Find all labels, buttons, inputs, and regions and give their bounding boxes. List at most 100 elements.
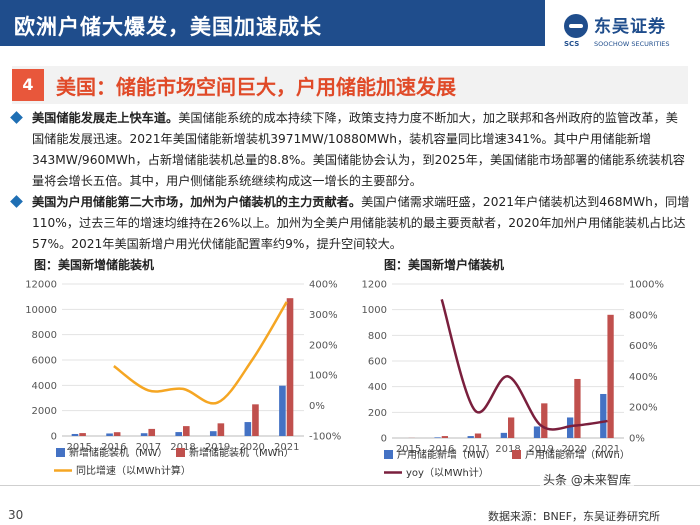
diamond-bullet-icon — [10, 195, 23, 208]
y2-tick-label: 400% — [309, 280, 338, 291]
y2-tick-label: 600% — [629, 341, 658, 352]
x-tick-label: 2018 — [495, 444, 520, 455]
chart-title: 图：美国新增户储装机 — [384, 258, 505, 272]
bar — [140, 433, 148, 436]
bar — [175, 432, 182, 436]
bar — [441, 436, 449, 438]
bar — [252, 404, 259, 436]
x-tick-label: 2020 — [562, 444, 587, 455]
page-title: 欧洲户储大爆发，美国加速成长 — [14, 15, 322, 39]
footer-divider — [0, 485, 700, 486]
paragraph-body: 美国户储需求端旺盛，2021年户储装机达到468MWh，同增110%，过去三年的… — [32, 195, 690, 251]
page-number: 30 — [8, 508, 24, 522]
bar — [183, 426, 190, 436]
legend-swatch — [512, 450, 521, 459]
y2-tick-label: 100% — [309, 371, 338, 382]
paragraph-lead: 美国为户用储能第二大市场，加州为户储装机的主力贡献者。 — [32, 195, 362, 209]
bar — [434, 437, 441, 438]
y2-tick-label: 200% — [629, 403, 658, 414]
header-bar: 欧洲户储大爆发，美国加速成长 东吴证券 SCS SOOCHOW SECURITI… — [0, 0, 700, 58]
logo-text: 东吴证券 — [594, 17, 666, 37]
paragraph-body: 美国储能系统的成本持续下降，政策支持力度不断加大，加之联邦和各州政府的监管改革，… — [32, 111, 685, 188]
x-tick-label: 2015 — [396, 444, 421, 455]
legend-swatch — [56, 448, 65, 457]
y-tick-label: 4000 — [32, 381, 57, 392]
series-line — [113, 301, 288, 405]
bar — [71, 433, 79, 436]
section-header: 4 美国：储能市场空间巨大，户用储能加速发展 — [12, 66, 688, 104]
bar — [566, 417, 574, 438]
paragraph-lead: 美国储能发展走上快车道。 — [32, 111, 179, 125]
y2-tick-label: 800% — [629, 310, 658, 321]
y-tick-label: 2000 — [32, 406, 57, 417]
y-tick-label: 1000 — [362, 305, 387, 316]
x-tick-label: 2016 — [101, 442, 126, 453]
bar — [467, 436, 474, 438]
diamond-bullet-icon — [10, 111, 23, 124]
x-tick-label: 2019 — [205, 442, 230, 453]
x-tick-label: 2021 — [274, 442, 299, 453]
x-tick-label: 2017 — [462, 444, 487, 455]
bar — [244, 422, 252, 436]
y-tick-label: 10000 — [25, 305, 57, 316]
bar — [79, 433, 86, 436]
section-number: 4 — [12, 69, 44, 101]
data-source: 数据来源：BNEF，东吴证券研究所 — [488, 510, 661, 523]
y2-tick-label: 200% — [309, 340, 338, 351]
y-tick-label: 6000 — [32, 356, 57, 367]
y2-tick-label: 0% — [629, 434, 645, 445]
bar — [574, 378, 581, 438]
legend-label: 户用储能新增（MW） — [397, 448, 496, 461]
logo-en: SOOCHOW SECURITIES — [594, 40, 670, 48]
y-tick-label: 0 — [51, 432, 57, 443]
bar — [607, 314, 614, 438]
x-tick-label: 2020 — [239, 442, 264, 453]
company-logo: 东吴证券 SCS SOOCHOW SECURITIES — [562, 10, 692, 50]
y-tick-label: 1200 — [362, 280, 387, 291]
y-tick-label: 200 — [368, 408, 387, 419]
bar — [500, 432, 507, 438]
x-tick-label: 2018 — [170, 442, 195, 453]
bar — [286, 298, 294, 436]
bar — [217, 423, 225, 436]
section-title: 美国：储能市场空间巨大，户用储能加速发展 — [56, 75, 456, 99]
y-tick-label: 600 — [368, 357, 387, 368]
bar — [533, 426, 541, 438]
legend-label: 户用储能新增（MWh） — [525, 448, 630, 461]
watermark: 头条 @未来智库 — [540, 471, 634, 488]
y-tick-label: 8000 — [32, 330, 57, 341]
bar — [600, 393, 607, 438]
chart-us-residential-storage: 0 200 400 600 800 1000 1200 0% 200% 400% 600% 800% 1… — [362, 280, 664, 480]
y2-tick-label: -100% — [309, 432, 341, 443]
y-tick-label: 12000 — [25, 280, 57, 291]
y2-tick-label: 400% — [629, 372, 658, 383]
chart-us-new-storage: 0 2000 4000 6000 8000 10000 12000 -100% 0% 100% 20… — [25, 280, 341, 478]
bar — [209, 431, 217, 436]
bar — [148, 428, 156, 436]
bar — [474, 433, 482, 438]
y2-tick-label: 300% — [309, 310, 338, 321]
x-tick-label: 2015 — [67, 442, 92, 453]
logo-icon — [564, 14, 588, 38]
chart-title: 图：美国新增储能装机 — [34, 258, 155, 272]
x-tick-label: 2019 — [528, 444, 553, 455]
legend-label: 新增储能装机（MWh） — [189, 446, 294, 459]
legend-swatch — [384, 450, 393, 459]
x-tick-label: 2021 — [595, 444, 620, 455]
x-tick-label: 2016 — [429, 444, 454, 455]
bar — [541, 403, 548, 438]
legend-label: 同比增速（以MWh计算） — [76, 464, 191, 477]
y2-tick-label: 1000% — [629, 280, 664, 291]
paragraph-1: 美国储能发展走上快车道。美国储能系统的成本持续下降，政策支持力度不断加大，加之联… — [10, 108, 690, 192]
legend-label: yoy（以MWh计） — [406, 466, 489, 479]
series-line — [440, 299, 608, 431]
legend-label: 新增储能装机（MW） — [69, 446, 168, 459]
bar — [279, 385, 286, 436]
paragraph-2: 美国为户用储能第二大市场，加州为户储装机的主力贡献者。美国户储需求端旺盛，202… — [10, 192, 690, 255]
y-tick-label: 0 — [381, 434, 387, 445]
y-tick-label: 800 — [368, 331, 387, 342]
x-tick-label: 2017 — [136, 442, 161, 453]
title-banner: 欧洲户储大爆发，美国加速成长 — [0, 0, 545, 46]
y-tick-label: 400 — [368, 382, 387, 393]
bar — [508, 417, 515, 438]
